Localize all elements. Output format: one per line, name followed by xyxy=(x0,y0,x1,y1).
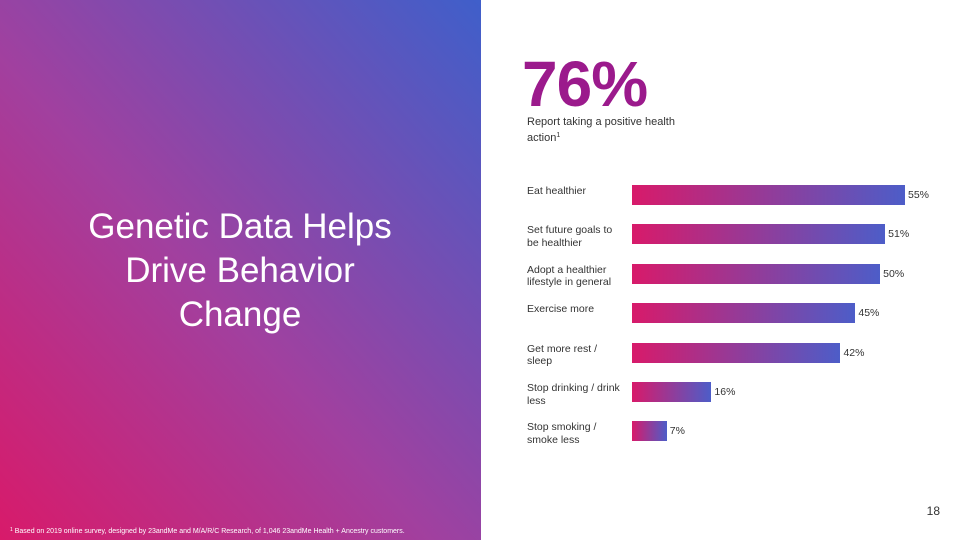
slide-title-line: Change xyxy=(178,295,302,334)
bar-value-label: 45% xyxy=(858,307,880,320)
bar-value-label: 55% xyxy=(908,189,930,201)
footnote: 1 Based on 2019 online survey, designed … xyxy=(10,525,480,537)
bar-value-label: 16% xyxy=(714,386,736,398)
footnote-text: Based on 2019 online survey, designed by… xyxy=(14,528,405,535)
bar-category-label: Get more rest / sleep xyxy=(527,342,598,368)
bar-category-label: Set future goals to be healthier xyxy=(527,224,613,249)
bar xyxy=(632,342,841,363)
slide-title-line: Drive Behavior xyxy=(125,251,355,290)
page-number: 18 xyxy=(926,504,940,518)
bar xyxy=(632,382,712,402)
bar-category-label: Stop drinking / drink less xyxy=(527,382,620,407)
headline-caption-marker: 1 xyxy=(556,132,561,139)
slide-title: Genetic Data Helps Drive Behavior Change xyxy=(30,205,450,337)
title-panel: Genetic Data Helps Drive Behavior Change… xyxy=(0,0,481,540)
bar-value-label: 50% xyxy=(883,267,905,280)
bar-category-label: Adopt a healthier lifestyle in general xyxy=(527,263,612,289)
bar xyxy=(632,421,667,442)
bar-category-label: Eat healthier xyxy=(527,185,586,197)
bar-category-label: Exercise more xyxy=(527,303,595,316)
slide-title-line: Genetic Data Helps xyxy=(88,207,392,246)
bar xyxy=(632,185,905,205)
headline-stat: 76% xyxy=(522,48,648,120)
headline-caption: Report taking a positive health action1 xyxy=(527,116,707,145)
bar-value-label: 7% xyxy=(669,425,685,438)
bar xyxy=(632,263,881,284)
footnote-marker: 1 xyxy=(10,527,13,533)
bar-value-label: 51% xyxy=(888,228,910,241)
bar-value-label: 42% xyxy=(843,346,865,359)
bar xyxy=(632,224,886,245)
bar-category-label: Stop smoking / smoke less xyxy=(527,421,597,446)
headline-caption-text: Report taking a positive health action xyxy=(527,116,675,144)
bar xyxy=(632,303,856,324)
